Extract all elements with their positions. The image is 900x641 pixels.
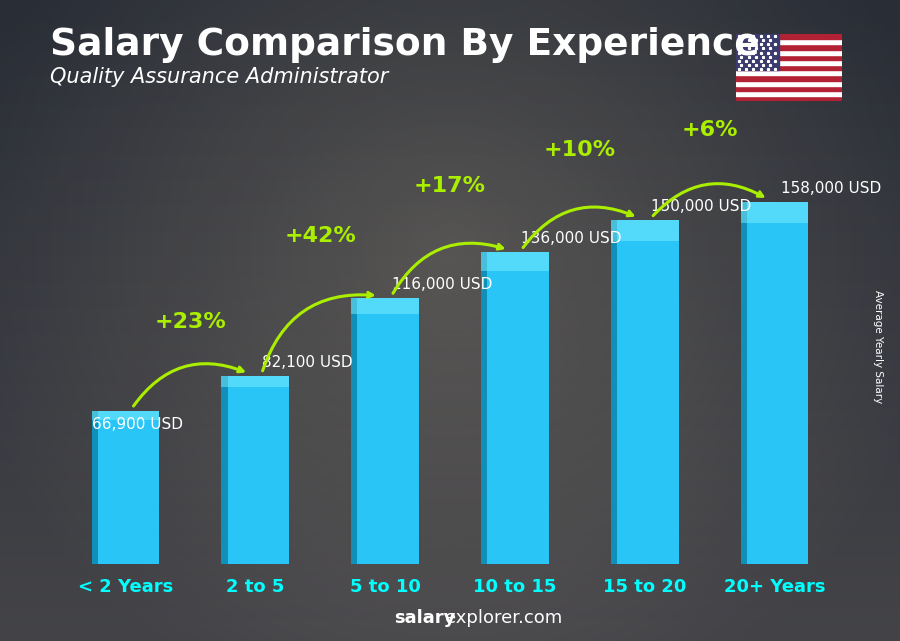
Text: 150,000 USD: 150,000 USD	[652, 199, 752, 214]
Bar	[221, 376, 228, 564]
Text: +17%: +17%	[414, 176, 486, 196]
Bar	[92, 411, 159, 420]
Bar	[736, 44, 842, 49]
Bar	[736, 65, 842, 71]
Bar	[482, 252, 549, 564]
Bar	[736, 34, 778, 71]
Bar	[221, 376, 289, 387]
Bar	[736, 76, 842, 81]
Text: +10%: +10%	[544, 140, 616, 160]
Text: Quality Assurance Administrator: Quality Assurance Administrator	[50, 67, 388, 87]
Bar	[736, 71, 842, 76]
Bar	[736, 49, 842, 54]
Text: explorer.com: explorer.com	[446, 609, 562, 627]
Bar	[351, 298, 418, 314]
Text: 116,000 USD: 116,000 USD	[392, 277, 492, 292]
Bar	[736, 86, 842, 91]
Bar	[221, 376, 289, 564]
Text: Salary Comparison By Experience: Salary Comparison By Experience	[50, 27, 760, 63]
Bar	[611, 220, 679, 240]
Bar	[736, 91, 842, 96]
Bar	[741, 202, 747, 564]
Bar	[92, 411, 159, 564]
Bar	[351, 298, 357, 564]
Bar	[736, 54, 842, 60]
Bar	[482, 252, 549, 271]
Bar	[736, 34, 842, 39]
Bar	[482, 252, 487, 564]
Bar	[611, 220, 679, 564]
Text: 158,000 USD: 158,000 USD	[781, 181, 881, 196]
Bar	[92, 411, 98, 564]
Bar	[611, 220, 617, 564]
Text: 66,900 USD: 66,900 USD	[92, 417, 183, 432]
Text: Average Yearly Salary: Average Yearly Salary	[873, 290, 884, 403]
Bar	[736, 39, 842, 44]
Text: 66,900 USD: 66,900 USD	[0, 640, 1, 641]
Bar	[741, 202, 808, 223]
Bar	[741, 202, 808, 564]
Bar	[736, 96, 842, 101]
Text: 136,000 USD: 136,000 USD	[521, 231, 622, 246]
Text: +6%: +6%	[681, 120, 738, 140]
Bar	[351, 298, 418, 564]
Text: salary: salary	[394, 609, 455, 627]
Text: +23%: +23%	[155, 312, 226, 331]
Bar	[736, 81, 842, 86]
Text: +42%: +42%	[284, 226, 356, 246]
Text: 82,100 USD: 82,100 USD	[262, 355, 353, 370]
Bar	[736, 60, 842, 65]
